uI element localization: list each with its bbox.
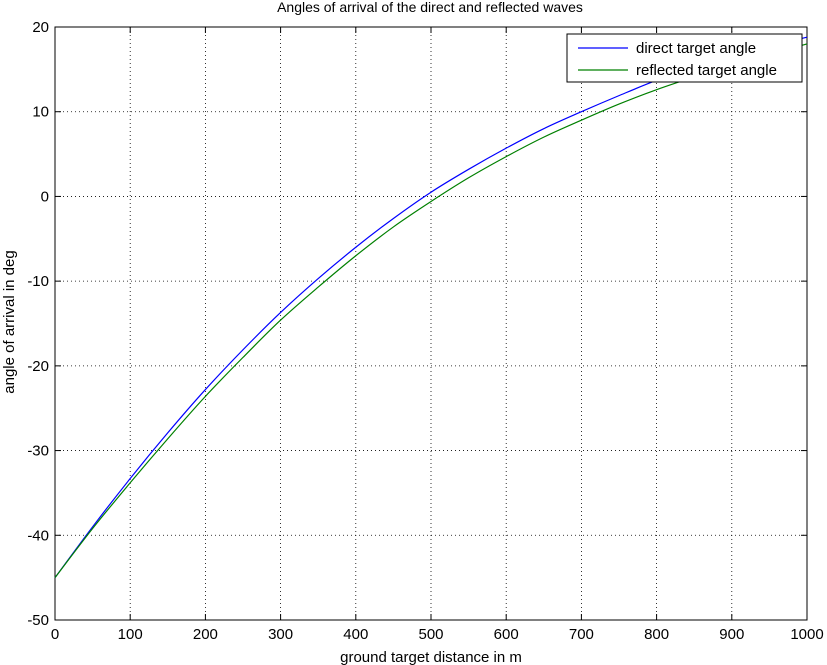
y-tick-label: -10 [27, 273, 49, 290]
x-tick-label: 700 [569, 626, 594, 643]
legend-box [566, 33, 803, 83]
y-tick-label: -40 [27, 527, 49, 544]
legend-label-direct: direct target angle [636, 40, 756, 57]
x-tick-label: 900 [719, 626, 744, 643]
y-tick-label: -20 [27, 358, 49, 375]
x-tick-label: 400 [343, 626, 368, 643]
x-tick-label: 600 [494, 626, 519, 643]
x-tick-label: 300 [268, 626, 293, 643]
axis-ticks: 0 100 200 300 400 500 600 700 800 900 1000-50-40-3… [27, 19, 823, 643]
y-tick-label: 10 [32, 104, 49, 121]
x-axis-label: ground target distance in m [340, 649, 522, 665]
legend: direct target angle reflected target ang… [566, 33, 803, 83]
y-tick-label: 20 [32, 19, 49, 36]
grid-lines [55, 27, 807, 620]
y-tick-label: -50 [27, 612, 49, 629]
chart-title: Angles of arrival of the direct and refl… [277, 0, 583, 15]
x-tick-label: 500 [418, 626, 443, 643]
x-tick-label: 0 [51, 626, 59, 643]
y-tick-label: -30 [27, 443, 49, 460]
y-axis-label: angle of arrival in deg [1, 250, 18, 393]
y-tick-label: 0 [41, 188, 49, 205]
x-tick-label: 1000 [790, 626, 823, 643]
x-tick-label: 800 [644, 626, 669, 643]
x-tick-label: 200 [193, 626, 218, 643]
legend-label-reflected: reflected target angle [636, 62, 777, 79]
x-tick-label: 100 [118, 626, 143, 643]
